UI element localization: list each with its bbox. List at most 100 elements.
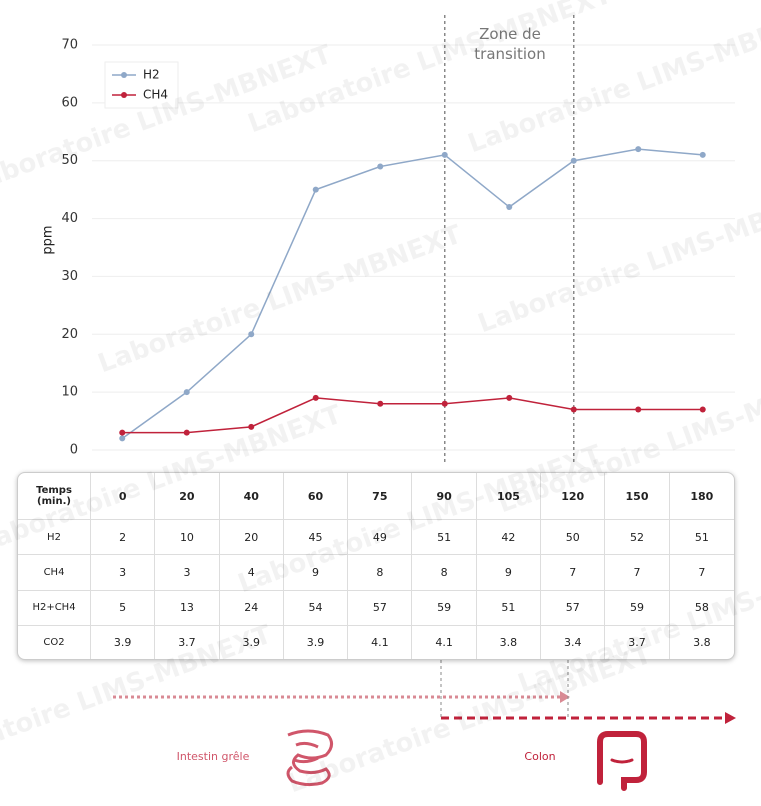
table-cell: Temps (min.): [18, 473, 91, 520]
arrowhead: [725, 712, 736, 724]
legend-marker: [121, 72, 127, 78]
table-cell: 20: [155, 473, 220, 520]
table-cell: 24: [219, 590, 284, 627]
transition-label: Zone de transition: [474, 25, 546, 63]
table-cell: 51: [412, 520, 477, 556]
point: [248, 423, 255, 430]
legend-marker: [121, 92, 127, 98]
icon-small-intestine: [286, 729, 333, 787]
point: [312, 394, 319, 401]
table-cell: 3: [91, 555, 156, 591]
point: [635, 406, 642, 413]
table-cell: 105: [476, 473, 542, 520]
table-cell: 4.1: [412, 626, 477, 659]
table-cell: 3: [155, 555, 220, 591]
table-cell: 90: [412, 473, 477, 520]
table-cell: 49: [348, 520, 413, 556]
point: [506, 204, 513, 210]
table-cell: H2: [18, 520, 91, 556]
table-row: CO2 3.9 3.7 3.9 3.9 4.1 4.1 3.8 3.4 3.7 3.8: [18, 626, 734, 659]
table-cell: 75: [348, 473, 413, 520]
table-row: Temps (min.) 0 20 40 60 75 90 105 120 150 180: [18, 473, 734, 520]
point: [441, 151, 448, 158]
table-cell: 3.9: [220, 626, 284, 659]
table-cell: 8: [412, 555, 477, 591]
point: [377, 400, 384, 407]
table-cell: 51: [476, 590, 542, 627]
table-cell: 59: [412, 590, 477, 627]
legend-label: CH4: [143, 88, 168, 102]
table-cell: 3.7: [155, 626, 220, 659]
table-cell: 2: [91, 520, 156, 556]
point: [699, 406, 706, 413]
table-cell: 59: [605, 590, 670, 627]
table-cell: 9: [476, 555, 542, 591]
table-cell: 3.8: [693, 636, 711, 650]
table-cell: 42: [476, 520, 542, 556]
table-cell: 3.9: [91, 626, 156, 659]
y-tick-label: 40: [61, 211, 78, 226]
point: [312, 186, 319, 193]
table-cell: 3.9: [284, 626, 349, 659]
series-line: [121, 148, 703, 440]
y-tick-label: 70: [61, 38, 78, 53]
y-axis-label: ppm: [41, 225, 56, 254]
table-cell: 3.4: [541, 626, 606, 659]
point: [119, 429, 126, 436]
table-cell: 50: [541, 520, 606, 556]
y-tick-label: 60: [61, 95, 78, 110]
table-cell: 52: [605, 520, 670, 556]
region-label: Intestin grêle: [177, 750, 250, 763]
point: [699, 151, 706, 158]
region-label: Colon: [524, 750, 555, 763]
legend-box: [104, 61, 179, 109]
table-cell: 54: [283, 590, 349, 627]
table-cell: 7: [605, 555, 670, 591]
point: [506, 394, 513, 401]
icon-colon: [597, 731, 647, 791]
arrowhead: [560, 691, 570, 703]
table-cell: 120: [541, 473, 606, 520]
series-line: [122, 397, 703, 434]
table-cell: 51: [669, 520, 734, 556]
table-cell: 0: [91, 473, 156, 520]
y-tick-label: 0: [70, 443, 78, 458]
table-row: CH4 3 3 4 9 8 8 9 7 7 7: [18, 555, 734, 591]
point: [183, 389, 190, 396]
table-cell: 7: [669, 555, 734, 591]
table-cell: H2+CH4: [18, 590, 91, 627]
table-cell: 57: [348, 590, 413, 627]
table-cell: CO2: [18, 626, 91, 659]
point: [377, 163, 384, 170]
table-cell: 20: [219, 520, 284, 556]
point: [570, 157, 577, 164]
table-cell: CH4: [18, 555, 91, 591]
table-cell: 60: [283, 473, 349, 520]
table-cell: 4.1: [348, 626, 413, 659]
point: [570, 406, 577, 413]
y-tick-label: 10: [61, 385, 78, 400]
table-cell: 40: [219, 473, 284, 520]
point: [119, 435, 126, 442]
table-cell: 58: [669, 591, 734, 627]
y-tick-label: 20: [61, 327, 78, 342]
y-tick-label: 50: [61, 153, 78, 168]
y-tick-label: 30: [61, 269, 78, 284]
point: [183, 429, 190, 436]
table-cell: 45: [283, 520, 349, 556]
point: [248, 331, 255, 338]
legend-label: H2: [143, 68, 160, 82]
table-cell: 7: [541, 555, 606, 591]
table-cell: 3.7: [605, 626, 670, 659]
table-cell: 8: [348, 555, 413, 591]
point: [635, 146, 642, 153]
table-cell: 180: [669, 473, 734, 520]
data-table: Temps (min.) 0 20 40 60 75 90 105 120 150 180 H2 2 10…: [17, 472, 735, 660]
table-row: H2+CH4 5 13 24 54 57 59 51 57 59 58: [18, 590, 734, 627]
point: [441, 400, 448, 407]
table-cell: 3.8: [477, 626, 542, 659]
table-cell: 9: [283, 555, 349, 591]
table-cell: 13: [155, 590, 220, 627]
